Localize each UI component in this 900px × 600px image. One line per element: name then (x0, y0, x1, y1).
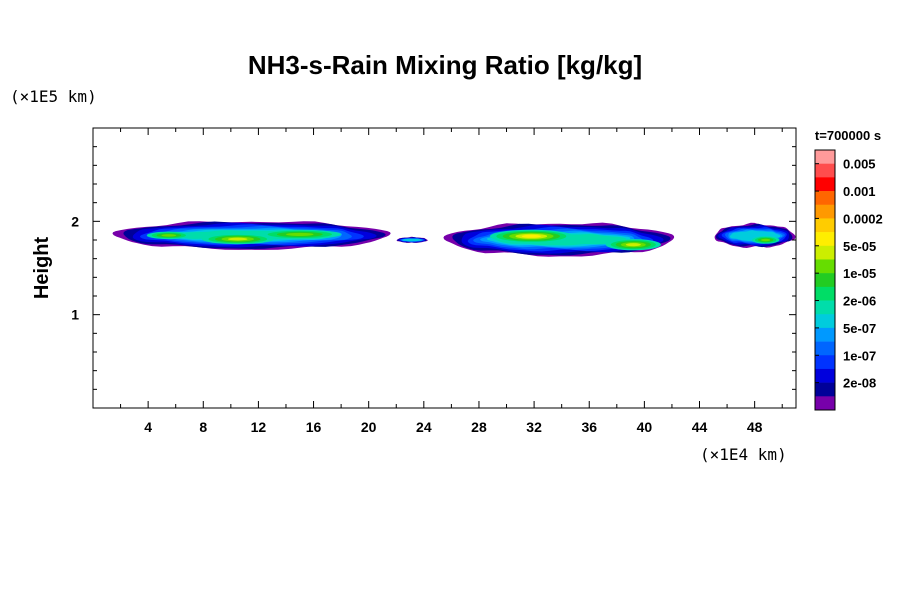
colorbar-frame (814, 149, 836, 411)
colorbar-swatch (815, 191, 835, 206)
colorbar-swatch (815, 163, 835, 178)
colorbar-label: 0.005 (843, 157, 876, 172)
x-axis: 4 8 12 16 20 24 28 32 36 40 44 48 (120, 128, 783, 435)
colorbar-swatch (815, 396, 835, 411)
y-tick-label: 2 (71, 213, 79, 229)
contour-core (761, 238, 771, 242)
colorbar-swatch (815, 204, 835, 219)
y-axis-label: Height (31, 237, 53, 300)
colorbar-swatch (815, 341, 835, 356)
colorbar-swatch (815, 273, 835, 288)
colorbar-swatch (815, 232, 835, 247)
colorbar-swatch (815, 355, 835, 370)
contour-core (521, 234, 541, 238)
colorbar: 0.005 0.001 0.0002 5e-05 1e-05 2e-06 5e-07 1e-0… (814, 149, 883, 411)
contour-core (285, 232, 314, 236)
x-tick-label: 4 (144, 419, 152, 435)
colorbar-label: 2e-06 (843, 294, 876, 309)
x-tick-label: 44 (692, 419, 708, 435)
x-tick-label: 8 (199, 419, 207, 435)
colorbar-swatch (815, 368, 835, 383)
colorbar-swatch (815, 382, 835, 397)
colorbar-swatch (815, 286, 835, 301)
y-tick-label: 1 (71, 307, 79, 323)
x-tick-label: 28 (471, 419, 487, 435)
colorbar-label: 1e-07 (843, 348, 876, 363)
colorbar-label: 5e-07 (843, 321, 876, 336)
plot-area (112, 221, 796, 257)
contour-core (161, 234, 177, 237)
chart-title: NH3-s-Rain Mixing Ratio [kg/kg] (248, 50, 642, 80)
colorbar-swatch (815, 300, 835, 315)
colorbar-swatch (815, 177, 835, 192)
x-tick-label: 20 (361, 419, 377, 435)
colorbar-swatch (815, 327, 835, 342)
contour-core (227, 237, 248, 241)
colorbar-swatch (815, 259, 835, 274)
colorbar-label: 0.0002 (843, 211, 883, 226)
y-unit-label: (×1E5 km) (10, 87, 97, 106)
colorbar-label: 1e-05 (843, 266, 876, 281)
plot-frame (92, 127, 797, 409)
colorbar-swatch (815, 245, 835, 260)
colorbar-swatch (815, 314, 835, 329)
x-tick-label: 32 (526, 419, 542, 435)
colorbar-swatch (815, 150, 835, 164)
x-tick-label: 48 (747, 419, 763, 435)
x-tick-label: 36 (581, 419, 597, 435)
x-unit-label: (×1E4 km) (700, 445, 787, 464)
time-label: t=700000 s (815, 128, 881, 143)
colorbar-label: 5e-05 (843, 239, 876, 254)
colorbar-label: 0.001 (843, 184, 876, 199)
y-axis: 12 (71, 146, 796, 390)
x-tick-label: 12 (251, 419, 267, 435)
contour-core (625, 243, 641, 247)
x-tick-label: 40 (637, 419, 653, 435)
contour-band (402, 238, 422, 242)
colorbar-swatch (815, 218, 835, 233)
colorbar-label: 2e-08 (843, 376, 876, 391)
x-tick-label: 24 (416, 419, 432, 435)
x-tick-label: 16 (306, 419, 322, 435)
